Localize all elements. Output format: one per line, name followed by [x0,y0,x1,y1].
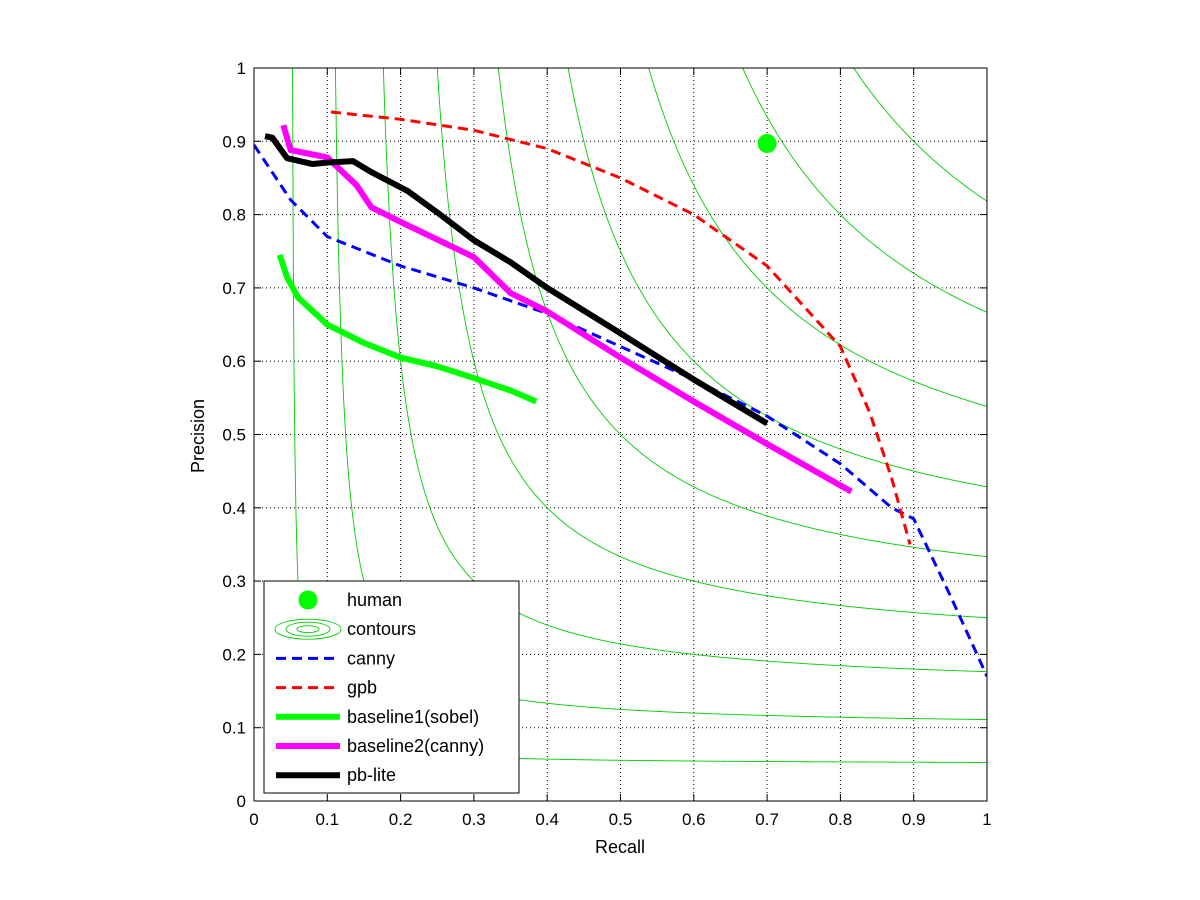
x-tick-label: 0.1 [315,810,339,829]
iso-f-contour [853,68,987,202]
x-tick-label: 0 [249,810,258,829]
legend-label: canny [347,648,395,668]
legend-marker-human [298,590,318,610]
y-tick-label: 0 [237,792,246,811]
x-tick-label: 0.6 [682,810,706,829]
series-line-canny [254,144,987,678]
x-tick-label: 0.7 [755,810,779,829]
y-tick-label: 0.1 [222,719,246,738]
x-tick-label: 0.3 [462,810,486,829]
x-tick-label: 0.4 [535,810,559,829]
y-tick-label: 0.4 [222,499,246,518]
iso-f-contour [497,68,987,558]
legend: human contours canny gpb baseline1(sobel) bas… [263,580,520,794]
y-tick-label: 0.2 [222,645,246,664]
legend-marker-contours [274,618,342,640]
y-axis-label: Precision [188,399,208,473]
y-tick-label: 0.5 [222,426,246,445]
y-tick-label: 0.3 [222,572,246,591]
human-point [757,133,777,153]
series-line-baseline1-sobel- [276,253,538,405]
legend-box [263,580,520,794]
series-line-gpb [330,110,912,545]
legend-label: gpb [347,678,377,698]
y-tick-label: 1 [237,59,246,78]
series-line-pb-lite [264,133,769,427]
iso-f-contour [382,68,987,673]
y-tick-label: 0.7 [222,279,246,298]
legend-label: pb-lite [347,765,396,785]
data-series [254,110,987,678]
series-line-baseline2-canny- [280,124,853,495]
legend-marker-contours [285,621,331,637]
x-tick-label: 0.8 [829,810,853,829]
y-tick-label: 0.9 [222,132,246,151]
x-tick-label: 1 [982,810,991,829]
y-tick-label: 0.8 [222,206,246,225]
iso-f-contour [567,68,987,488]
legend-label: human [347,590,402,610]
axis-ticks: 0 0.1 0.2 0.3 0.4 0.5 0.6 0.7 0.8 0.9 1 0 0.1 0.2 0.3 0… [222,59,991,829]
x-tick-label: 0.9 [902,810,926,829]
legend-label: contours [347,619,416,639]
legend-label: baseline1(sobel) [347,707,479,727]
iso-f-contour [648,68,987,407]
legend-label: baseline2(canny) [347,736,484,756]
x-tick-label: 0.2 [389,810,413,829]
x-tick-label: 0.5 [609,810,633,829]
x-axis-label: Recall [595,837,645,857]
iso-f-contour [742,68,987,313]
legend-marker-contours [296,625,320,634]
y-tick-label: 0.6 [222,352,246,371]
